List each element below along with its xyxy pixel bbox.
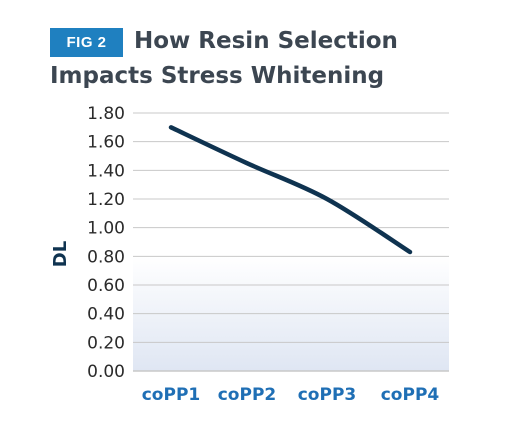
y-tick-label: 1.40	[87, 161, 125, 181]
y-tick-label: 0.80	[87, 247, 125, 267]
x-tick-label: coPP2	[218, 385, 277, 405]
series-layer	[168, 125, 413, 255]
x-tick-label: coPP4	[381, 385, 440, 405]
y-axis-title: DL	[50, 241, 71, 267]
figure-badge: FIG 2	[50, 28, 123, 57]
y-tick-label: 1.80	[87, 104, 125, 124]
x-tick-label: coPP3	[298, 385, 357, 405]
y-tick-label: 0.00	[87, 362, 125, 382]
y-tick-labels: 0.00 0.20 0.40 0.60 0.80 1.00 1.20 1.40 1.60 1.80	[87, 104, 125, 382]
y-tick-label: 0.40	[87, 305, 125, 325]
y-tick-label: 0.60	[87, 276, 125, 296]
series-line	[168, 125, 413, 255]
y-tick-label: 1.00	[87, 219, 125, 239]
y-tick-label: 1.60	[87, 133, 125, 153]
x-tick-labels: coPP1 coPP2 coPP3 coPP4	[142, 385, 440, 405]
chart-title-line-2: Impacts Stress Whitening	[50, 63, 385, 89]
y-tick-label: 1.20	[87, 190, 125, 210]
grid-lines	[133, 112, 449, 372]
x-tick-label: coPP1	[142, 385, 201, 405]
y-tick-label: 0.20	[87, 333, 125, 353]
chart-title-line-1: How Resin Selection	[134, 28, 398, 54]
